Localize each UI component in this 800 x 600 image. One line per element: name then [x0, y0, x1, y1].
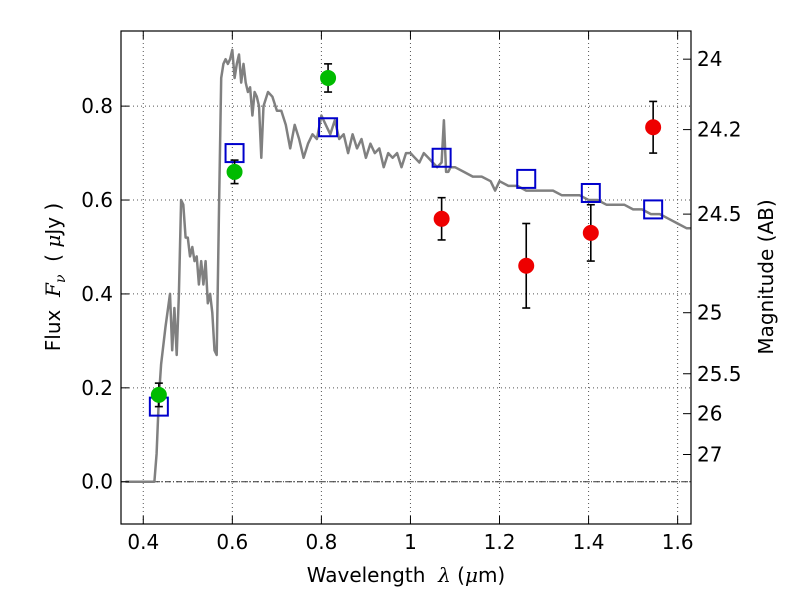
y-tick-label: 0.0: [81, 470, 113, 494]
photometry-point: [518, 257, 535, 274]
y-tick-label: 0.6: [81, 188, 113, 212]
photometry-point: [226, 163, 243, 180]
x-tick-label: 1.2: [484, 530, 516, 554]
plot-frame: [120, 30, 692, 525]
axis-ticks: 0.4 0.6 0.8 1 1.2 1.4 1.6 0.0 0.2 0.4 0.6 0.8 24 24.2…: [81, 31, 742, 554]
y-tick-label: 0.4: [81, 282, 113, 306]
right-tick-label: 27: [697, 443, 722, 467]
y-tick-label: 0.2: [81, 376, 113, 400]
model-spectrum-line: [125, 48, 691, 483]
x-tick-label: 0.8: [305, 530, 337, 554]
right-tick-label: 24.5: [697, 202, 742, 226]
model-photometry-square: [580, 182, 601, 203]
x-tick-label: 1.4: [573, 530, 605, 554]
right-axis-title: Magnitude (AB): [754, 199, 778, 354]
model-photometry-square: [431, 147, 452, 168]
right-tick-label: 24.2: [697, 118, 742, 142]
x-tick-label: 1: [404, 530, 417, 554]
y-tick-label: 0.8: [81, 94, 113, 118]
right-tick-label: 26: [697, 402, 722, 426]
photometry-point: [582, 224, 599, 241]
plot-area: [125, 48, 691, 483]
x-tick-label: 0.6: [216, 530, 248, 554]
x-tick-label: 0.4: [127, 530, 159, 554]
model-photometry-square: [516, 168, 537, 189]
y-axis-title: Flux Fν ( μJy ): [41, 203, 69, 351]
right-tick-label: 25: [697, 301, 722, 325]
photometry-point: [320, 69, 337, 86]
model-photometry-square: [318, 117, 339, 138]
right-tick-label: 24: [697, 47, 722, 71]
grid: [121, 31, 691, 524]
photometry-point: [645, 119, 662, 136]
model-photometry-square: [643, 199, 664, 220]
x-tick-label: 1.6: [662, 530, 694, 554]
right-tick-label: 25.5: [697, 362, 742, 386]
photometry-point: [433, 210, 450, 227]
photometry-point: [150, 386, 167, 403]
x-axis-title: Wavelength λ (μm): [307, 563, 506, 587]
